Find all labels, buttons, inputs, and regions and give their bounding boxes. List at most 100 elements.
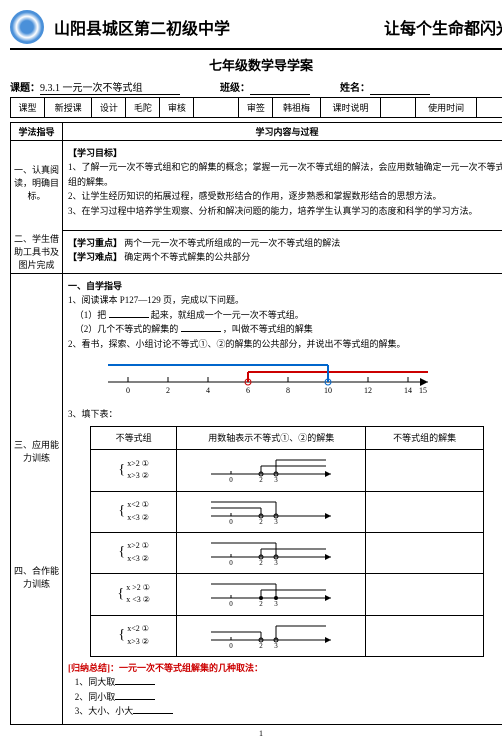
number-line-icon: 0 2 3 <box>201 496 341 524</box>
meta-table: 课型 新授课 设计 毛陀 审核 审签 韩祖梅 课时说明 使用时间 <box>10 97 502 118</box>
guide-header: 学法指导 <box>11 123 63 141</box>
table-row: { x>2 ①x>3 ② 0 2 3 <box>90 450 483 491</box>
answer-cell[interactable] <box>366 532 484 573</box>
table-row: { x<2 ①x<3 ② 0 2 3 <box>90 491 483 532</box>
design-value: 毛陀 <box>126 98 160 118</box>
school-motto: 让每个生命都闪光 <box>384 15 502 39</box>
svg-text:12: 12 <box>364 386 372 395</box>
diff-text: 确定两个不等式解集的公共部分 <box>124 252 250 262</box>
svg-text:3: 3 <box>275 600 279 606</box>
worksheet-title: 七年级数学导学案 <box>10 52 502 77</box>
sum-1: 1、同大取 <box>75 677 116 687</box>
design-label: 设计 <box>92 98 126 118</box>
section-3-4-label: 三、应用能力训练 四、合作能力训练 <box>11 274 63 725</box>
key-text: 两个一元一次不等式所组成的一元一次不等式组的解法 <box>124 238 340 248</box>
svg-text:0: 0 <box>126 386 130 395</box>
sign-label: 审签 <box>239 98 273 118</box>
sign-value: 韩祖梅 <box>273 98 320 118</box>
table-row: { x>2 ①x<3 ② 0 2 3 <box>90 532 483 573</box>
svg-text:3: 3 <box>275 476 279 482</box>
self-1: 1、阅读课本 P127—129 页，完成以下问题。 <box>68 295 244 305</box>
info-row: 课题： 9.3.1 一元一次不等式组 班级： 姓名： <box>10 77 502 97</box>
svg-text:2: 2 <box>260 559 264 565</box>
name-label: 姓名： <box>340 79 370 95</box>
number-line-main: 0 2 4 6 8 10 12 14 15 <box>68 357 502 401</box>
diff-title: 【学习难点】 <box>68 252 122 262</box>
review-label: 审核 <box>160 98 194 118</box>
self-1-2b: ，叫做不等式组的解集 <box>223 324 313 334</box>
svg-text:2: 2 <box>166 386 170 395</box>
main-content-cell: 一、自学指导 1、阅读课本 P127—129 页，完成以下问题。 （1）把 起来… <box>63 274 502 725</box>
topic-label: 课题： <box>10 79 40 95</box>
number-line-icon: 0 2 3 <box>201 454 341 482</box>
answer-cell[interactable] <box>366 574 484 615</box>
svg-text:0: 0 <box>230 600 234 606</box>
svg-text:0: 0 <box>230 642 234 648</box>
time-value <box>477 98 502 118</box>
table-row: { x >2 ①x <3 ② 0 2 3 <box>90 574 483 615</box>
goals-cell: 【学习目标】 1、了解一元一次不等式组和它的解集的概念；掌握一元一次不等式组的解… <box>63 141 502 231</box>
th-3: 不等式组的解集 <box>366 426 484 449</box>
fill-blank-2[interactable] <box>181 331 221 332</box>
school-name: 山阳县城区第二初级中学 <box>54 15 230 39</box>
svg-text:8: 8 <box>286 386 290 395</box>
self-study-title: 一、自学指导 <box>68 281 122 291</box>
svg-text:0: 0 <box>230 476 234 482</box>
page-number: 1 <box>10 729 502 738</box>
svg-text:6: 6 <box>246 386 250 395</box>
time-label: 使用时间 <box>416 98 477 118</box>
svg-text:14: 14 <box>404 386 412 395</box>
svg-text:2: 2 <box>260 642 264 648</box>
goals-title: 【学习目标】 <box>68 148 122 158</box>
fill-blank-3[interactable] <box>115 684 155 685</box>
svg-text:2: 2 <box>260 600 264 606</box>
svg-text:4: 4 <box>206 386 210 395</box>
th-1: 不等式组 <box>90 426 177 449</box>
main-content-table: 学法指导 学习内容与过程 一、认真阅读，明确目标。 二、学生借助工具书及图片完成… <box>10 122 502 725</box>
key-diff-cell: 【学习重点】 两个一元一次不等式所组成的一元一次不等式组的解法 【学习难点】 确… <box>63 230 502 273</box>
key-title: 【学习重点】 <box>68 238 122 248</box>
answer-cell[interactable] <box>366 450 484 491</box>
goal-1: 1、了解一元一次不等式组和它的解集的概念；掌握一元一次不等式组的解法，会应用数轴… <box>68 162 502 186</box>
svg-text:3: 3 <box>275 518 279 524</box>
period-value <box>381 98 416 118</box>
sum-2: 2、同小取 <box>75 692 116 702</box>
svg-text:10: 10 <box>324 386 332 395</box>
type-value: 新授课 <box>45 98 92 118</box>
period-label: 课时说明 <box>320 98 381 118</box>
page-header: 山阳县城区第二初级中学 让每个生命都闪光 <box>10 10 502 50</box>
goal-3: 3、在学习过程中培养学生观察、分析和解决问题的能力，培养学生认真学习的态度和科学… <box>68 206 478 216</box>
svg-text:2: 2 <box>260 476 264 482</box>
goal-2: 2、让学生经历知识的拓展过程，感受数形结合的作用，逐步熟悉和掌握数形结合的思想方… <box>68 191 442 201</box>
section-1-label: 一、认真阅读，明确目标。 二、学生借助工具书及图片完成 <box>11 141 63 274</box>
answer-cell[interactable] <box>366 491 484 532</box>
svg-text:3: 3 <box>275 559 279 565</box>
content-header: 学习内容与过程 <box>63 123 502 141</box>
inequality-table: 不等式组 用数轴表示不等式①、②的解集 不等式组的解集 { x>2 ①x>3 ②… <box>90 426 484 657</box>
svg-text:3: 3 <box>275 642 279 648</box>
topic-value: 9.3.1 一元一次不等式组 <box>40 79 180 95</box>
svg-text:0: 0 <box>230 518 234 524</box>
class-label: 班级： <box>220 79 250 95</box>
fill-blank-4[interactable] <box>115 699 155 700</box>
number-line-icon: 0 2 3 <box>201 578 341 606</box>
class-field[interactable] <box>250 79 310 95</box>
number-line-icon: 0 2 3 <box>201 620 341 648</box>
fill-blank-5[interactable] <box>133 713 173 714</box>
school-logo-icon <box>10 10 44 44</box>
self-1-2a: （2）几个不等式的解集的 <box>75 324 179 334</box>
self-2: 2、看书，探索、小组讨论不等式①、②的解集的公共部分，并说出不等式组的解集。 <box>68 339 406 349</box>
th-2: 用数轴表示不等式①、②的解集 <box>177 426 366 449</box>
svg-text:15: 15 <box>419 386 427 395</box>
self-1-1b: 起来，就组成一个一元一次不等式组。 <box>151 310 304 320</box>
fill-blank-1[interactable] <box>109 317 149 318</box>
review-value <box>194 98 239 118</box>
svg-text:0: 0 <box>230 559 234 565</box>
name-field[interactable] <box>370 79 430 95</box>
table-intro: 3、填下表： <box>68 409 118 419</box>
type-label: 课型 <box>11 98 45 118</box>
answer-cell[interactable] <box>366 615 484 656</box>
summary-title: [归纳总结]：一元一次不等式组解集的几种取法： <box>68 663 263 673</box>
self-1-1a: （1）把 <box>75 310 107 320</box>
sum-3: 3、大小、小大 <box>75 706 134 716</box>
